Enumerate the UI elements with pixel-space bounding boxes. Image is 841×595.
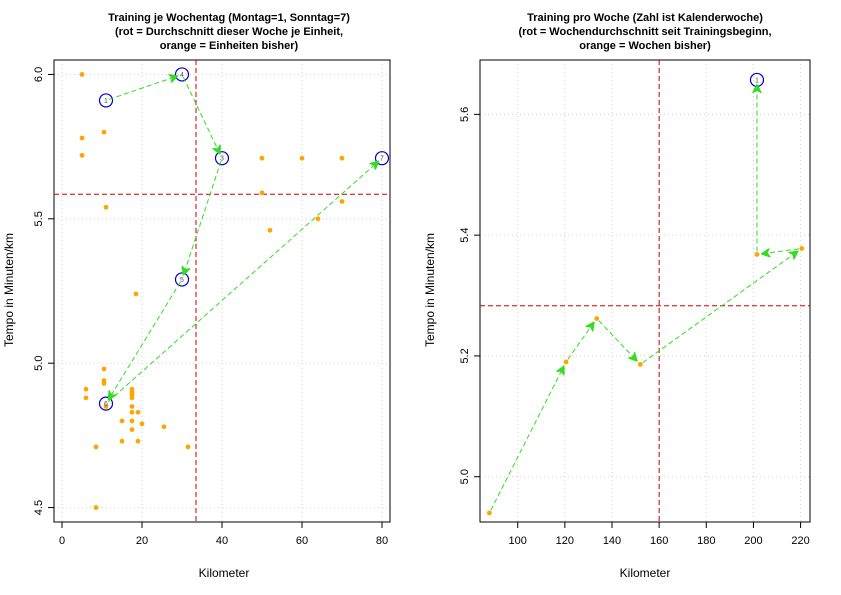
chart-weekday-point: [103, 404, 109, 409]
chart-weekly-point: [799, 246, 805, 251]
chart-weekly-ylabel: Tempo in Minuten/km: [423, 233, 437, 347]
chart-weekday-point: [83, 395, 89, 401]
chart-weekly-point: [637, 361, 643, 367]
chart-weekly-xtick-label: 160: [650, 535, 668, 547]
chart-weekly-arrow: [490, 366, 564, 511]
chart-weekday-arrow: [109, 281, 181, 399]
chart-weekly-ytick-label: 5.0: [459, 469, 471, 484]
chart-weekly-xtick-label: 180: [697, 535, 715, 547]
chart-weekly-arrow: [642, 251, 798, 364]
chart-weekday-ytick-label: 5.0: [33, 356, 45, 371]
chart-weekly-xtick-label: 120: [556, 535, 574, 547]
chart-weekday-point: [93, 444, 99, 450]
chart-weekday-point: [101, 129, 107, 135]
chart-weekly-title-line-1: Training pro Woche (Zahl ist Kalenderwoc…: [527, 12, 763, 24]
chart-weekday-xtick-label: 80: [376, 535, 388, 547]
chart-weekly-xtick-label: 140: [603, 535, 621, 547]
chart-weekday-point: [129, 409, 135, 415]
chart-weekday-ylabel: Tempo in Minuten/km: [2, 233, 16, 347]
chart-weekday-point-label: 6: [104, 401, 108, 408]
chart-weekly-panel: Training pro Woche (Zahl ist Kalenderwoc…: [423, 12, 811, 580]
chart-weekly-point: [754, 252, 760, 257]
chart-weekly-xtick-label: 220: [791, 535, 809, 547]
chart-weekly-plot-frame: [479, 59, 811, 523]
chart-weekly-xtick-label: 200: [744, 535, 762, 547]
chart-weekday-point: [135, 438, 141, 444]
chart-weekday-point: [129, 427, 135, 432]
chart-weekly-title-line-2: (rot = Wochendurchschnitt seit Trainings…: [518, 26, 771, 38]
chart-weekly-title-line-3: orange = Wochen bisher): [579, 40, 711, 52]
chart-weekday-point: [93, 505, 99, 510]
chart-weekday-point: [119, 418, 125, 424]
chart-weekday-point: [83, 386, 89, 392]
chart-weekday-ytick-label: 6.0: [33, 67, 45, 82]
chart-weekday-title-line-2: (rot = Durchschnitt dieser Woche je Einh…: [115, 26, 343, 38]
chart-weekday-point: [339, 155, 345, 161]
chart-weekday-point: [185, 444, 191, 450]
chart-weekday-point: [79, 72, 85, 77]
chart-weekday-xtick-label: 40: [216, 535, 228, 547]
chart-weekly-arrow: [598, 320, 637, 361]
chart-weekday-point: [267, 227, 273, 233]
chart-weekday-highlight-circle: [214, 151, 230, 166]
chart-weekly-ytick-label: 5.4: [459, 227, 471, 242]
chart-weekday-point: [161, 424, 167, 430]
chart-weekday-point: [339, 199, 345, 204]
chart-weekday-point: [119, 438, 125, 444]
chart-weekday-point-label: 1: [104, 98, 108, 105]
chart-weekday-point: [133, 291, 139, 297]
chart-weekday-xtick-label: 60: [296, 535, 308, 547]
chart-weekday-point: [315, 216, 321, 222]
chart-weekday-point: [129, 395, 135, 401]
chart-weekday-point: [79, 152, 85, 158]
chart-weekly-point-label: 1: [755, 77, 759, 84]
chart-weekday-highlight-circle: [374, 151, 390, 166]
chart-weekday-point: [259, 155, 265, 161]
chart-weekday-arrow: [184, 160, 222, 275]
chart-weekly-xtick-label: 100: [509, 535, 527, 547]
chart-weekday-point: [259, 190, 265, 196]
chart-weekly-arrow: [762, 249, 799, 254]
chart-weekly-point: [563, 359, 569, 365]
chart-weekday-title-line-1: Training je Wochentag (Montag=1, Sonntag…: [108, 12, 350, 24]
chart-weekday-point: [101, 381, 107, 386]
chart-weekday-arrow: [108, 76, 177, 100]
chart-weekday-xtick-label: 20: [136, 535, 148, 547]
chart-weekday-highlight-circle: [98, 396, 114, 411]
chart-weekday-highlight-circle: [98, 93, 114, 108]
chart-weekday-point: [129, 418, 135, 424]
chart-weekday-point-label: 4: [180, 72, 184, 79]
chart-weekday-panel: Training je Wochentag (Montag=1, Sonntag…: [2, 12, 391, 580]
chart-weekday-point: [135, 409, 141, 415]
chart-weekday-xlabel: Kilometer: [199, 566, 250, 580]
chart-weekday-arrow: [182, 76, 220, 154]
chart-weekday-point: [79, 135, 85, 141]
chart-weekly-point: [487, 510, 492, 516]
chart-weekday-xtick-label: 0: [59, 535, 65, 547]
chart-weekday-ytick-label: 4.5: [33, 500, 45, 515]
chart-weekly-ytick-label: 5.6: [459, 107, 471, 122]
chart-weekday-point: [101, 366, 107, 372]
chart-weekly-arrow: [567, 323, 594, 360]
chart-weekly-ytick-label: 5.2: [459, 348, 471, 363]
chart-weekday-point: [103, 204, 109, 210]
chart-weekday-ytick-label: 5.5: [33, 211, 45, 226]
chart-weekday-point-label: 7: [380, 156, 384, 163]
chart-weekday-point: [129, 404, 135, 409]
chart-weekday-point-label: 5: [180, 277, 184, 284]
chart-weekday-point: [139, 421, 145, 427]
chart-weekday-point-label: 3: [220, 156, 224, 163]
chart-weekly-point: [594, 316, 600, 321]
chart-weekday-title-line-3: orange = Einheiten bisher): [160, 40, 299, 52]
chart-weekly-xlabel: Kilometer: [620, 566, 671, 580]
chart-weekday-arrow: [107, 161, 378, 402]
chart-weekday-point: [299, 155, 305, 161]
